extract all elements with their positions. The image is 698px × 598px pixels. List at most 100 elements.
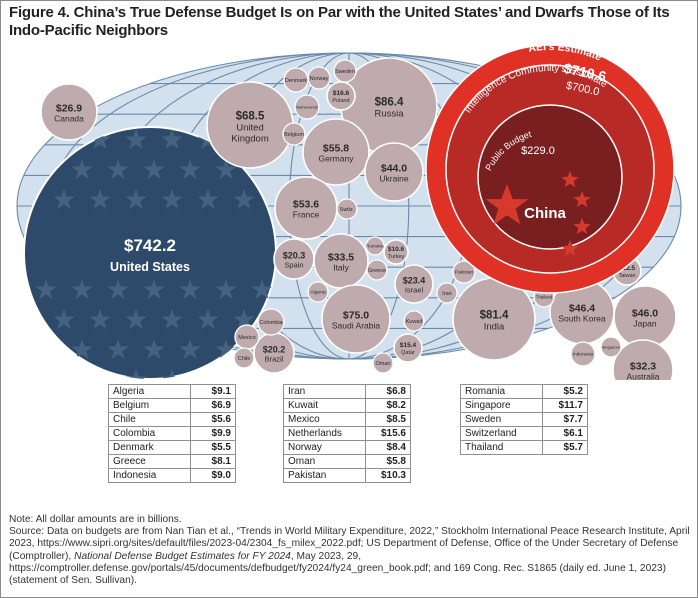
small-bubble-label: Colombia	[259, 320, 283, 326]
table-country-cell: Sweden	[460, 412, 543, 427]
table-country-cell: Iran	[282, 384, 367, 399]
china-public-budget-value: $229.0	[521, 145, 555, 157]
table-country-cell: Norway	[282, 440, 367, 455]
us-star-icon	[161, 309, 183, 329]
source-part-b: , May 2023, 29, https://comptroller.defe…	[9, 550, 666, 587]
us-star-icon	[107, 339, 129, 359]
us-star-icon	[107, 279, 129, 299]
bubble-qatar-circle	[393, 333, 423, 363]
bubble-name-label: Taiwan	[618, 273, 635, 279]
small-bubble-label: Norway	[310, 76, 329, 82]
bubble-value-label: $55.8	[323, 143, 349, 155]
small-bubble-circle	[403, 310, 425, 332]
table-value-cell: $9.0	[190, 468, 236, 483]
us-star-icon	[107, 159, 129, 179]
bubble-saudi-arabia-circle	[321, 284, 391, 354]
small-bubble-circle	[282, 122, 306, 146]
bubble-name-label: Russia	[374, 109, 404, 120]
us-star-icon	[161, 189, 183, 209]
small-bubble-label: Kuwait	[406, 319, 423, 325]
small-bubble-label: Thailand	[536, 295, 553, 300]
china-estimate-group: AEI’s Estimate $710.6 Intelligence Commu…	[425, 44, 675, 294]
small-bubble-iran: Iran	[436, 282, 458, 304]
table-country-cell: Pakistan	[282, 468, 367, 483]
bubble-value-label: $81.4	[480, 310, 509, 322]
bubble-value-label: $26.9	[56, 103, 82, 115]
table-country-cell: Singapore	[460, 398, 543, 413]
small-bubble-switz: Switz.	[336, 198, 358, 220]
bubble-name-label: Turkey	[388, 254, 405, 260]
small-bubble-label: Pakistan	[455, 270, 474, 276]
us-star-icon	[215, 339, 237, 359]
us-star-icon	[233, 189, 255, 209]
us-star-icon	[197, 309, 219, 329]
table-country-cell: Indonesia	[107, 468, 192, 483]
small-bubble-mexico: Mexico	[234, 324, 260, 350]
table-row: Indonesia $9.0	[107, 468, 236, 483]
table-row: Sweden $7.7	[460, 412, 589, 427]
small-bubble-sweden: Sweden	[333, 59, 357, 83]
bubble-poland-circle	[326, 81, 356, 111]
bubble-value-label: $32.3	[630, 361, 656, 373]
note-line: Note: All dollar amounts are in billions…	[9, 514, 182, 525]
small-bubble-circle	[333, 59, 357, 83]
table-value-cell: $9.1	[190, 384, 236, 399]
small-bubble-romania: Romania	[365, 236, 385, 256]
bubble-name-label: Ukraine	[379, 174, 409, 184]
small-bubble-label: Chile	[238, 356, 251, 362]
bubble-value-label: $12.5	[619, 265, 636, 272]
us-star-icon	[197, 189, 219, 209]
table-row: Pakistan $10.3	[282, 468, 411, 483]
small-bubble-label: Singapore	[602, 344, 621, 349]
bubble-name-label: United	[236, 122, 263, 133]
small-bubble-circle	[233, 347, 255, 369]
bubble-name-label: Qatar	[401, 350, 415, 356]
small-budget-table-1: Algeria $9.1 Belgium $6.9 Chile $5.6 Colombia $…	[107, 384, 236, 483]
small-bubble-belgium: Belgium	[282, 122, 306, 146]
table-value-cell: $7.7	[541, 412, 589, 427]
source-title-italic: National Defense Budget Estimates for FY…	[74, 550, 291, 562]
us-star-icon	[179, 339, 201, 359]
table-country-cell: Mexico	[282, 412, 367, 427]
bubble-name-label: France	[293, 210, 320, 220]
table-row: Mexico $8.5	[282, 412, 411, 427]
table-row: Algeria $9.1	[107, 384, 236, 399]
bubble-value-label: $46.0	[632, 308, 658, 320]
bubble-value-label: $10.6	[388, 246, 405, 253]
us-star-icon	[89, 189, 111, 209]
us-star-icon	[143, 339, 165, 359]
bubble-value-label: $46.4	[569, 303, 595, 315]
bubble-name-label: Poland	[332, 98, 349, 104]
table-country-cell: Netherlands	[282, 426, 367, 441]
small-bubble-oman: Oman	[372, 352, 394, 374]
bubble-value-label: $15.4	[400, 342, 417, 349]
us-star-icon	[233, 309, 255, 329]
bubble-value-label: $53.6	[293, 199, 319, 211]
small-bubble-chile: Chile	[233, 347, 255, 369]
bubble-name-label: Kingdom	[231, 133, 269, 144]
table-value-cell: $5.7	[541, 440, 589, 455]
bubble-value-label: $16.6	[333, 90, 350, 97]
table-value-cell: $6.9	[190, 398, 236, 413]
table-row: Oman $5.8	[282, 454, 411, 469]
bubble-value-label: $75.0	[343, 310, 369, 322]
bubble-name-label: South Korea	[558, 314, 606, 324]
table-value-cell: $15.6	[365, 426, 411, 441]
small-bubble-circle	[257, 308, 285, 336]
small-bubble-circle	[452, 260, 476, 284]
small-budget-table-3: Romania $5.2 Singapore $11.7 Sweden $7.7 Switz…	[460, 384, 589, 455]
us-star-icon	[35, 279, 57, 299]
table-country-cell: Oman	[282, 454, 367, 469]
small-bubble-circle	[307, 281, 329, 303]
small-bubble-indonesia: Indonesia	[570, 341, 596, 367]
bubble-canada-circle	[40, 83, 98, 141]
small-bubble-label: Mexico	[238, 335, 255, 341]
small-bubble-label: Romania	[366, 244, 384, 249]
